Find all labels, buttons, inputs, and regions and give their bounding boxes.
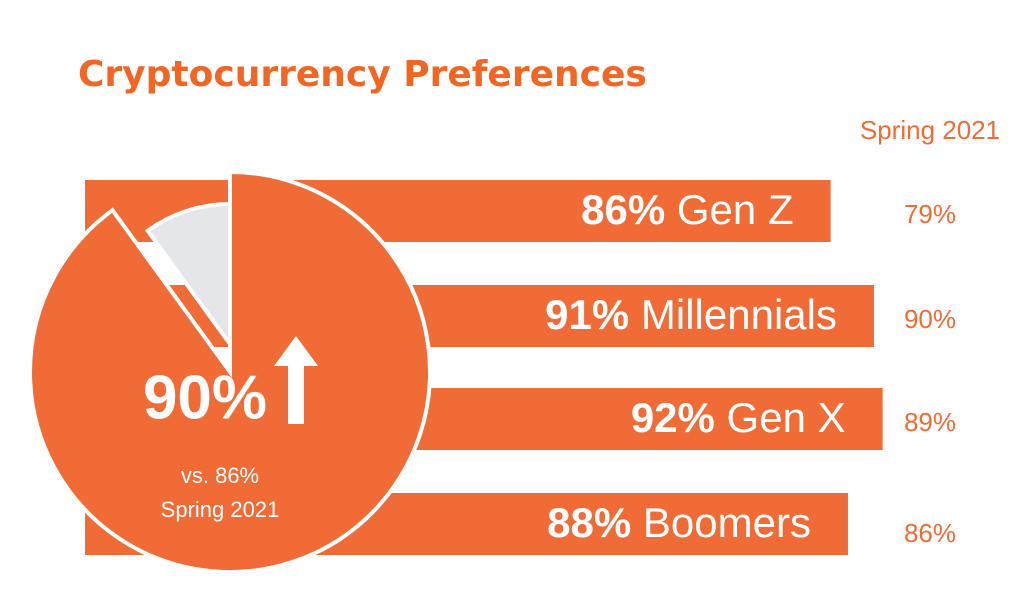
bar-category: Boomers (643, 499, 811, 546)
bar-value-label: 88% (547, 499, 631, 546)
bar-label: 86% Gen Z (581, 186, 793, 233)
pie-group: 90% vs. 86% Spring 2021 (28, 169, 432, 574)
comparison-title: Spring 2021 (860, 115, 1000, 145)
pie-comparison: vs. 86% (181, 463, 259, 488)
comparison-value: 79% (904, 199, 956, 229)
title: Cryptocurrency Preferences (78, 54, 647, 95)
bar-value-label: 92% (631, 394, 715, 441)
up-arrow (274, 336, 318, 424)
bar-value-label: 91% (545, 291, 629, 338)
comparison-value: 89% (904, 407, 956, 437)
pie-slice (28, 169, 432, 574)
bar-label: 92% Gen X (631, 394, 846, 441)
pie-value-label: 90% (143, 363, 267, 432)
bar-category: Millennials (641, 291, 837, 338)
pie-comparison-period: Spring 2021 (161, 497, 280, 522)
bar-category: Gen Z (677, 186, 794, 233)
comparison-value: 90% (904, 304, 956, 334)
pie-slice (144, 201, 232, 351)
bar-category: Gen X (727, 394, 846, 441)
bar-label: 91% Millennials (545, 291, 837, 338)
comparison-value: 86% (904, 518, 956, 548)
bar-value-label: 86% (581, 186, 665, 233)
bar-label: 88% Boomers (547, 499, 811, 546)
